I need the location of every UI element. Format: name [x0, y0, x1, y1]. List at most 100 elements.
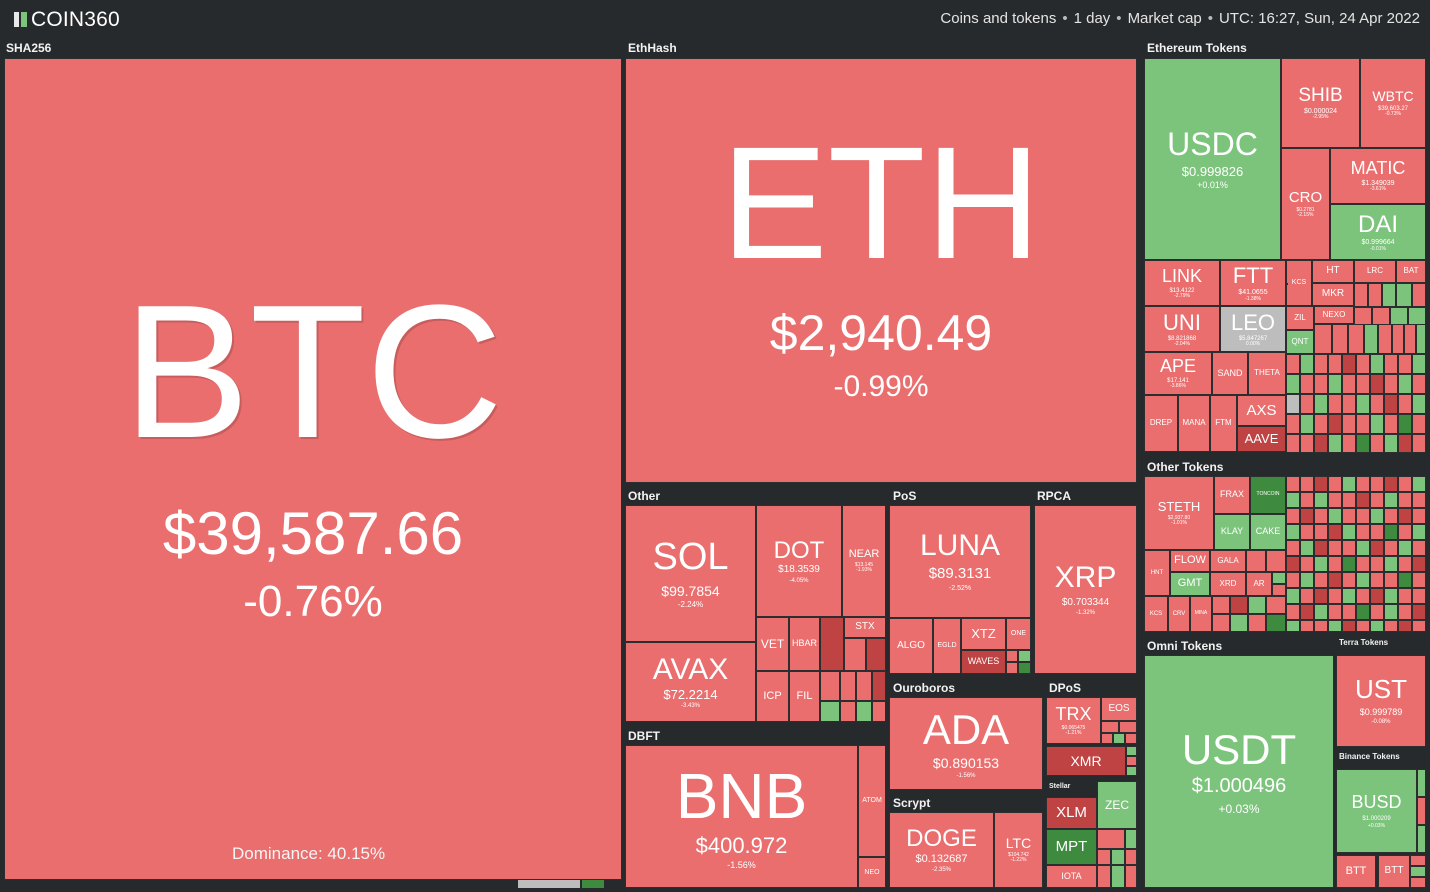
tile-gala[interactable]: GALA: [1210, 550, 1246, 572]
mini-coin-tile[interactable]: [1300, 434, 1314, 453]
mini-coin-tile[interactable]: [1412, 476, 1426, 492]
mini-coin-tile[interactable]: [1356, 394, 1370, 414]
tile-toncoin[interactable]: TONCOIN: [1250, 476, 1286, 514]
tile-aave[interactable]: AAVE: [1237, 426, 1286, 452]
mini-coin-tile[interactable]: [1332, 324, 1348, 354]
tile-atom[interactable]: ATOM: [858, 745, 886, 857]
mini-coin-tile[interactable]: [1384, 374, 1398, 394]
mini-coin-tile[interactable]: [1314, 588, 1328, 604]
mini-coin-tile[interactable]: [1364, 324, 1378, 354]
mini-coin-tile[interactable]: [1412, 354, 1426, 374]
mini-coin-tile[interactable]: [1286, 572, 1300, 588]
tile-trx[interactable]: TRX $0.065475 -1.21%: [1046, 697, 1101, 744]
mini-coin-tile[interactable]: [1370, 588, 1384, 604]
tile-theta[interactable]: THETA: [1248, 352, 1286, 395]
mini-coin-tile[interactable]: [1412, 556, 1426, 572]
tile-neo[interactable]: NEO: [858, 857, 886, 888]
mini-coin-tile[interactable]: [1314, 324, 1332, 354]
tile-btt[interactable]: BTT: [1336, 855, 1376, 888]
mini-coin-tile[interactable]: [1286, 492, 1300, 508]
tile-near[interactable]: NEAR $13.145 -1.93%: [842, 505, 886, 617]
mini-coin-tile[interactable]: [1412, 604, 1426, 620]
mini-coin-tile[interactable]: [1342, 556, 1356, 572]
mini-coin-tile[interactable]: [1342, 588, 1356, 604]
mini-coin-tile[interactable]: [1314, 434, 1328, 453]
tile-nexo[interactable]: NEXO: [1314, 306, 1354, 324]
mini-coin-tile[interactable]: [1342, 604, 1356, 620]
mini-coin-tile[interactable]: [1384, 572, 1398, 588]
mini-coin-tile[interactable]: [1356, 572, 1370, 588]
mini-coin-tile[interactable]: [1384, 394, 1398, 414]
tile-vet[interactable]: VET: [756, 617, 789, 671]
mini-coin-tile[interactable]: [1286, 540, 1300, 556]
mini-coin-tile[interactable]: [820, 701, 840, 722]
mini-coin-tile[interactable]: [1328, 434, 1342, 453]
tile-hnt[interactable]: HNT: [1144, 550, 1170, 596]
mini-coin-tile[interactable]: [1006, 662, 1018, 674]
mini-coin-tile[interactable]: [1398, 354, 1412, 374]
mini-coin-tile[interactable]: [1370, 556, 1384, 572]
mini-coin-tile[interactable]: [1370, 604, 1384, 620]
tile-flow[interactable]: FLOW: [1170, 550, 1210, 572]
mini-coin-tile[interactable]: [1328, 354, 1342, 374]
mini-coin-tile[interactable]: [1348, 324, 1364, 354]
mini-coin-tile[interactable]: [1356, 556, 1370, 572]
mini-coin-tile[interactable]: [1356, 492, 1370, 508]
mini-coin-tile[interactable]: [1314, 492, 1328, 508]
tile-eos[interactable]: EOS: [1101, 697, 1137, 721]
mini-coin-tile[interactable]: [1370, 434, 1384, 453]
mini-coin-tile[interactable]: [1248, 614, 1266, 632]
tile-busd[interactable]: BUSD $1.000209 +0.03%: [1336, 769, 1417, 853]
mini-coin-tile[interactable]: [1412, 434, 1426, 453]
tile-avax[interactable]: AVAX $72.2214 -3.43%: [625, 642, 756, 722]
tile-ust[interactable]: UST $0.999789 -0.08%: [1336, 655, 1426, 747]
tile-bnb[interactable]: BNB $400.972 -1.56%: [625, 745, 858, 888]
mini-coin-tile[interactable]: [1412, 508, 1426, 524]
mini-coin-tile[interactable]: [1328, 476, 1342, 492]
mini-coin-tile[interactable]: [1384, 508, 1398, 524]
mini-coin-tile[interactable]: [1300, 508, 1314, 524]
tile-drep[interactable]: DREP: [1144, 395, 1178, 452]
tile-cake[interactable]: CAKE: [1250, 514, 1286, 550]
mini-coin-tile[interactable]: [840, 671, 856, 701]
mini-coin-tile[interactable]: [1018, 650, 1031, 662]
mini-coin-tile[interactable]: [1398, 556, 1412, 572]
tile-sol[interactable]: SOL $99.7854 -2.24%: [625, 505, 756, 642]
mini-coin-tile[interactable]: [1412, 540, 1426, 556]
mini-coin-tile[interactable]: [1314, 540, 1328, 556]
mini-coin-tile[interactable]: [1412, 374, 1426, 394]
tile-leo[interactable]: LEO $5.847267 0.00%: [1220, 306, 1286, 352]
mini-coin-tile[interactable]: [1286, 354, 1300, 374]
mini-coin-tile[interactable]: [1370, 620, 1384, 632]
mini-coin-tile[interactable]: [1286, 283, 1288, 285]
mini-coin-tile[interactable]: [1300, 524, 1314, 540]
tile-cro[interactable]: CRO $0.2781 -2.15%: [1281, 148, 1330, 260]
mini-coin-tile[interactable]: [1398, 604, 1412, 620]
tile-iota[interactable]: IOTA: [1046, 865, 1097, 888]
mini-coin-tile[interactable]: [1398, 572, 1412, 588]
mini-coin-tile[interactable]: [1286, 620, 1300, 632]
mini-coin-tile[interactable]: [1356, 524, 1370, 540]
tile-ht[interactable]: HT: [1312, 260, 1354, 283]
mini-coin-tile[interactable]: [1410, 855, 1426, 866]
mini-coin-tile[interactable]: [1368, 283, 1382, 307]
tile-mina[interactable]: MINA: [1190, 596, 1212, 632]
tile-btt-2[interactable]: BTT: [1378, 855, 1410, 888]
mini-coin-tile[interactable]: [1125, 733, 1137, 744]
mini-coin-tile[interactable]: [1018, 662, 1031, 674]
mini-coin-tile[interactable]: [1314, 394, 1328, 414]
mini-coin-tile[interactable]: [1412, 394, 1426, 414]
mini-coin-tile[interactable]: [1266, 614, 1286, 632]
mini-coin-tile[interactable]: [1370, 540, 1384, 556]
mini-coin-tile[interactable]: [1286, 604, 1300, 620]
mini-coin-tile[interactable]: [1417, 769, 1426, 797]
mini-coin-tile[interactable]: [1370, 572, 1384, 588]
mini-coin-tile[interactable]: [1412, 524, 1426, 540]
tile-xlm[interactable]: XLM: [1046, 797, 1097, 829]
mini-coin-tile[interactable]: [1314, 374, 1328, 394]
mini-coin-tile[interactable]: [1300, 492, 1314, 508]
mini-coin-tile[interactable]: [1111, 849, 1125, 865]
mini-coin-tile[interactable]: [1342, 394, 1356, 414]
mini-coin-tile[interactable]: [1286, 556, 1300, 572]
tile-qnt[interactable]: QNT: [1286, 330, 1314, 354]
